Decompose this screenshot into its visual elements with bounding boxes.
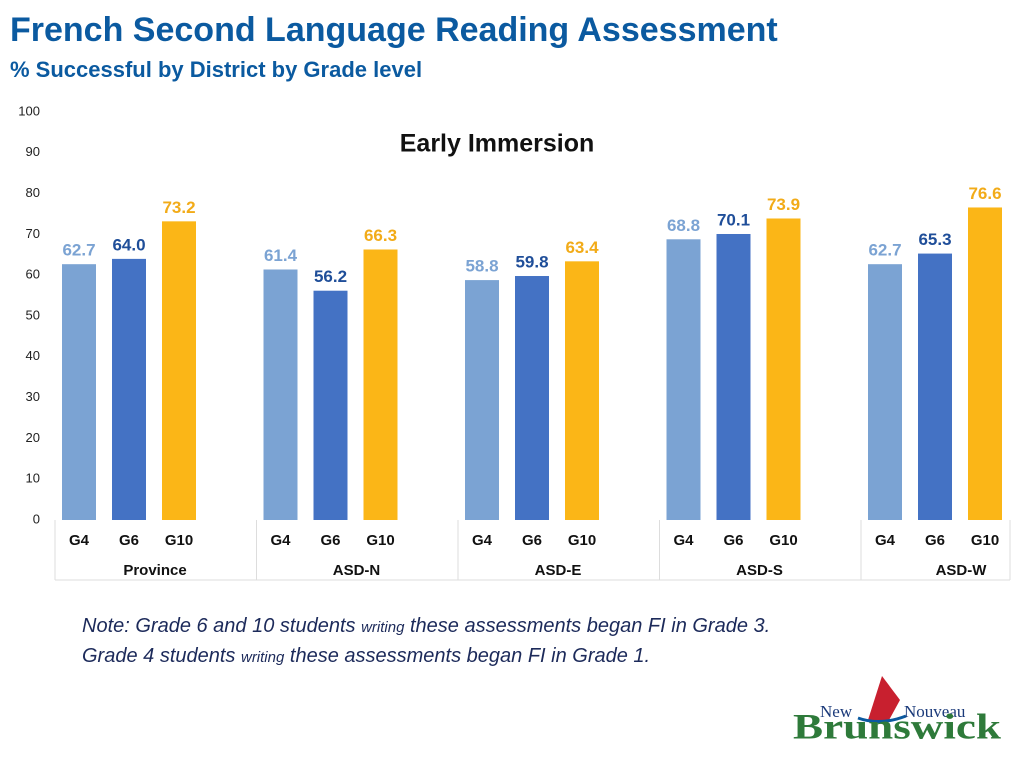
x-tick-label: ASD-W xyxy=(936,562,988,579)
note-text: Note: Grade 6 and 10 students xyxy=(82,615,362,637)
logo-text: Nouveau xyxy=(904,702,966,721)
x-tick-label: ASD-E xyxy=(535,562,582,579)
series-label: G10 xyxy=(568,532,596,549)
y-tick-label: 60 xyxy=(26,267,40,282)
x-tick-label: ASD-N xyxy=(333,562,381,579)
chart-title: French Second Language Reading Assessmen… xyxy=(10,11,778,49)
y-tick-label: 80 xyxy=(26,185,40,200)
chart-subtitle: % Successful by District by Grade level xyxy=(10,57,422,82)
bar xyxy=(263,269,298,520)
data-label: 61.4 xyxy=(264,246,298,265)
note-text: these assessments began FI in Grade 3. xyxy=(404,615,771,637)
y-tick-label: 90 xyxy=(26,144,40,159)
note: Note: Grade 6 and 10 students writing th… xyxy=(82,612,770,672)
data-label: 73.9 xyxy=(767,195,800,214)
data-label: 59.8 xyxy=(515,253,548,272)
series-label: G4 xyxy=(673,532,694,549)
note-text: writing xyxy=(361,619,405,636)
series-label: G6 xyxy=(723,532,743,549)
x-tick-label: ASD-S xyxy=(736,562,783,579)
bar xyxy=(363,249,398,520)
bar xyxy=(465,280,499,520)
data-label: 56.2 xyxy=(314,267,347,286)
y-tick-label: 20 xyxy=(26,430,40,445)
note-text: Grade 4 students xyxy=(82,645,241,667)
data-label: 62.7 xyxy=(62,241,95,260)
data-label: 76.6 xyxy=(968,184,1001,203)
y-tick-label: 30 xyxy=(26,389,40,404)
data-label: 65.3 xyxy=(918,230,951,249)
series-label: G4 xyxy=(472,532,493,549)
data-label: 70.1 xyxy=(717,210,750,229)
series-label: G10 xyxy=(971,532,999,549)
series-label: G6 xyxy=(320,532,340,549)
y-tick-label: 10 xyxy=(26,471,40,486)
bar xyxy=(918,253,952,521)
data-label: 62.7 xyxy=(868,241,901,260)
note-line: Grade 4 students writing these assessmen… xyxy=(82,642,770,672)
series-label: G6 xyxy=(522,532,542,549)
logo-text: Brunswick xyxy=(793,706,1001,746)
logo: New Nouveau Brunswick xyxy=(793,676,1001,746)
logo-sail xyxy=(868,676,900,722)
plot-title: Early Immersion xyxy=(400,130,595,158)
series-label: G4 xyxy=(875,532,896,549)
y-tick-label: 50 xyxy=(26,307,40,322)
series-label: G4 xyxy=(69,532,90,549)
data-label: 58.8 xyxy=(465,257,498,276)
y-tick-label: 100 xyxy=(18,103,40,118)
bar xyxy=(565,261,599,520)
data-label: 64.0 xyxy=(112,235,145,254)
bar xyxy=(766,218,801,520)
data-label: 73.2 xyxy=(162,198,195,217)
data-label: 63.4 xyxy=(565,238,599,257)
series-label: G6 xyxy=(925,532,945,549)
note-text: these assessments began FI in Grade 1. xyxy=(284,645,651,667)
bar xyxy=(868,264,902,520)
logo-wave xyxy=(857,714,907,723)
note-text: writing xyxy=(240,649,285,666)
y-tick-label: 40 xyxy=(26,348,40,363)
bar xyxy=(313,290,348,520)
series-label: G4 xyxy=(270,532,291,549)
bar xyxy=(666,239,701,520)
logo-text: New xyxy=(820,702,853,721)
bar xyxy=(112,258,146,520)
note-line: Note: Grade 6 and 10 students writing th… xyxy=(82,612,770,642)
bar xyxy=(968,207,1002,521)
bar xyxy=(62,264,96,520)
x-tick-label: Province xyxy=(123,562,186,579)
series-label: G10 xyxy=(366,532,394,549)
series-label: G6 xyxy=(119,532,139,549)
series-label: G10 xyxy=(769,532,797,549)
bar xyxy=(515,276,549,520)
y-tick-label: 70 xyxy=(26,226,40,241)
series-label: G10 xyxy=(165,532,193,549)
data-label: 66.3 xyxy=(364,226,397,245)
bar xyxy=(162,221,196,520)
y-tick-label: 0 xyxy=(33,511,40,526)
bar xyxy=(716,233,751,520)
data-label: 68.8 xyxy=(667,216,700,235)
